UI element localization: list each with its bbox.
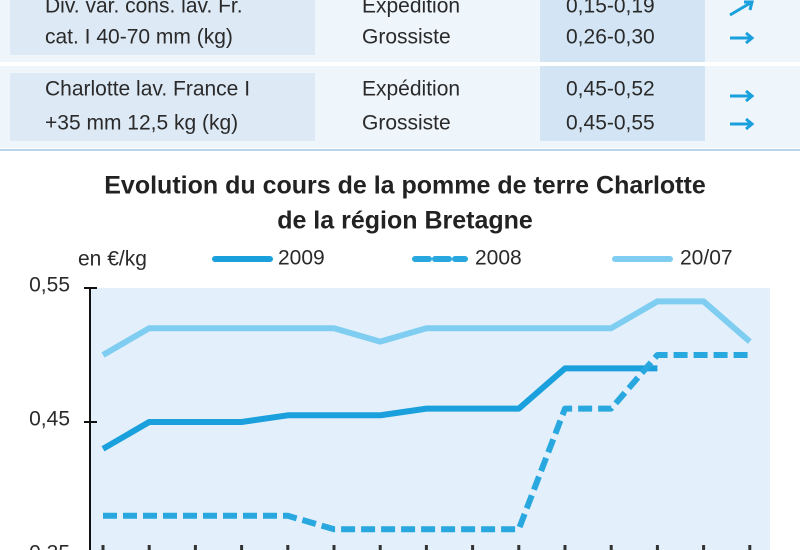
y-tick-label: 0,45: [29, 408, 70, 431]
legend-label: 20/07: [680, 247, 733, 270]
row-separator: [0, 62, 800, 66]
table-cell: Grossiste: [362, 112, 451, 135]
trend-arrow: [730, 31, 755, 45]
trend-arrow: [729, 0, 754, 17]
table-cell: Expédition: [362, 78, 460, 101]
table-cell: cat. I 40-70 mm (kg): [45, 26, 233, 49]
chart-title: Evolution du cours de la pomme de terre …: [104, 172, 706, 200]
table-cell: +35 mm 12,5 kg (kg): [45, 112, 238, 135]
series-line: [101, 298, 752, 358]
table-cell: 0,15-0,19: [566, 0, 655, 18]
chart-title: de la région Bretagne: [277, 207, 533, 235]
table-cell: Div. var. cons. lav. Fr.: [45, 0, 243, 18]
series-line: [101, 365, 658, 452]
legend-label: 2009: [278, 247, 325, 270]
legend-label: 2008: [475, 247, 522, 270]
table-cell: Expédition: [362, 0, 460, 18]
cell-bg: [540, 0, 705, 141]
series-line: [103, 352, 750, 533]
table-cell: 0,45-0,55: [566, 112, 655, 135]
table-cell: Charlotte lav. France I: [45, 78, 250, 101]
table-cell: Grossiste: [362, 26, 451, 49]
y-tick-label: 0,55: [29, 274, 70, 297]
trend-arrow: [730, 117, 755, 131]
table-cell: 0,45-0,52: [566, 78, 655, 101]
trend-arrow: [730, 89, 755, 103]
y-axis-label: en €/kg: [78, 248, 147, 271]
cell-bg: [10, 0, 315, 55]
y-tick-label: 0,35: [29, 542, 70, 550]
table-cell: 0,26-0,30: [566, 26, 655, 49]
cell-bg: [10, 73, 315, 141]
